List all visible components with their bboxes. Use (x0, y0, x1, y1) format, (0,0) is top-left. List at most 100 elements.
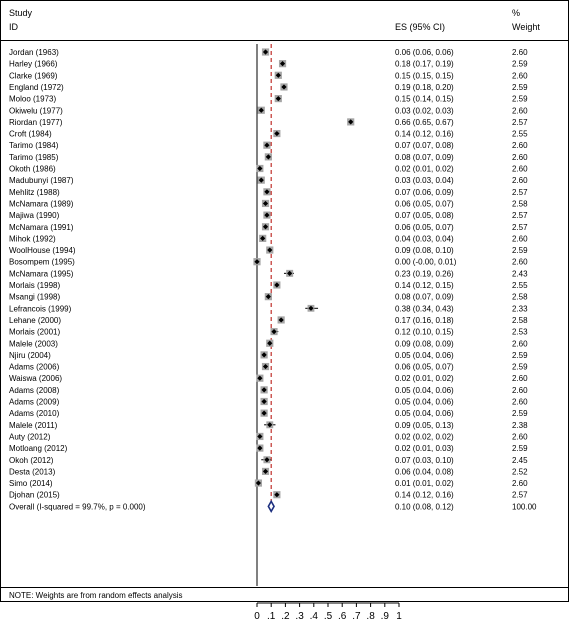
overall-label: Overall (I-squared = 99.7%, p = 0.000) (9, 502, 146, 511)
x-axis-tick-label: 0 (254, 611, 260, 622)
study-point-estimate (267, 340, 273, 346)
study-es-label: 0.14 (0.12, 0.15) (395, 281, 454, 290)
study-id-label: Adams (2008) (9, 386, 60, 395)
study-weight-label: 2.58 (512, 293, 528, 302)
study-id-label: Morlais (2001) (9, 328, 60, 337)
study-weight-label: 2.60 (512, 71, 528, 80)
study-point-estimate (281, 84, 287, 90)
study-weight-label: 2.45 (512, 456, 528, 465)
study-id-label: Malele (2011) (9, 421, 58, 430)
study-weight-label: 2.60 (512, 258, 528, 267)
study-weight-label: 2.55 (512, 130, 528, 139)
study-point-estimate (257, 445, 263, 451)
study-point-estimate (274, 282, 280, 288)
study-point-estimate (257, 433, 263, 440)
study-es-label: 0.05 (0.04, 0.06) (395, 351, 454, 360)
study-es-label: 0.08 (0.07, 0.09) (395, 293, 454, 302)
study-id-label: England (1972) (9, 83, 64, 92)
study-weight-label: 2.58 (512, 316, 528, 325)
study-es-label: 0.17 (0.16, 0.18) (395, 316, 454, 325)
study-point-estimate (254, 259, 260, 265)
study-weight-label: 2.60 (512, 165, 528, 174)
study-weight-label: 2.60 (512, 398, 528, 407)
study-weight-label: 2.59 (512, 246, 528, 255)
x-axis-tick-label: .1 (267, 611, 276, 622)
study-weight-label: 2.60 (512, 141, 528, 150)
study-es-label: 0.09 (0.05, 0.13) (395, 421, 454, 430)
study-id-label: Motloang (2012) (9, 444, 68, 453)
study-weight-label: 2.60 (512, 176, 528, 185)
study-point-estimate (274, 130, 280, 137)
study-es-label: 0.23 (0.19, 0.26) (395, 269, 454, 278)
study-es-label: 0.15 (0.14, 0.15) (395, 95, 454, 104)
study-id-label: McNamara (1989) (9, 199, 74, 208)
study-id-label: Lefrancois (1999) (9, 304, 72, 313)
study-id-label: Mehlitz (1988) (9, 188, 60, 197)
study-es-label: 0.06 (0.04, 0.08) (395, 467, 454, 476)
study-weight-label: 2.60 (512, 153, 528, 162)
study-point-estimate (265, 154, 271, 160)
study-weight-label: 2.59 (512, 351, 528, 360)
chart-marks (253, 44, 355, 586)
study-point-estimate (267, 422, 273, 428)
study-id-label: Majiwa (1990) (9, 211, 60, 220)
study-es-label: 0.03 (0.02, 0.03) (395, 106, 454, 115)
x-axis-tick-label: .6 (338, 611, 347, 622)
study-weight-label: 2.60 (512, 106, 528, 115)
x-axis-tick-label: .2 (281, 611, 290, 622)
study-id-label: McNamara (1995) (9, 269, 74, 278)
study-weight-label: 2.60 (512, 432, 528, 441)
study-id-label: Desta (2013) (9, 467, 56, 476)
study-point-estimate (262, 224, 269, 230)
study-point-estimate (308, 305, 314, 311)
study-point-estimate (261, 398, 267, 405)
study-weight-label: 2.59 (512, 444, 528, 453)
study-es-label: 0.06 (0.05, 0.07) (395, 223, 454, 232)
study-weight-label: 2.59 (512, 83, 528, 92)
study-es-label: 0.07 (0.07, 0.08) (395, 141, 454, 150)
study-es-label: 0.00 (-0.00, 0.01) (395, 258, 457, 267)
study-id-label: McNamara (1991) (9, 223, 74, 232)
study-es-label: 0.09 (0.08, 0.09) (395, 339, 454, 348)
study-es-label: 0.07 (0.03, 0.10) (395, 456, 454, 465)
study-es-label: 0.19 (0.18, 0.20) (395, 83, 454, 92)
study-point-estimate (261, 387, 267, 393)
study-weight-label: 2.57 (512, 211, 528, 220)
study-id-label: Okiwelu (1977) (9, 106, 63, 115)
x-axis-tick-label: .4 (310, 611, 319, 622)
study-es-label: 0.07 (0.06, 0.09) (395, 188, 454, 197)
study-id-label: Malele (2003) (9, 339, 58, 348)
study-weight-label: 2.60 (512, 48, 528, 57)
study-weight-label: 2.59 (512, 95, 528, 104)
study-es-label: 0.08 (0.07, 0.09) (395, 153, 454, 162)
study-point-estimate (258, 177, 264, 183)
study-weight-label: 2.57 (512, 118, 528, 127)
study-es-label: 0.18 (0.17, 0.19) (395, 60, 454, 69)
study-weight-label: 2.55 (512, 281, 528, 290)
plot-frame (0, 0, 569, 602)
study-es-label: 0.12 (0.10, 0.15) (395, 328, 454, 337)
study-id-label: Adams (2006) (9, 363, 60, 372)
study-point-estimate (279, 61, 286, 67)
study-point-estimate (258, 107, 264, 113)
study-weight-label: 2.60 (512, 234, 528, 243)
study-es-label: 0.14 (0.12, 0.16) (395, 130, 454, 139)
study-id-label: Simo (2014) (9, 479, 53, 488)
study-id-label: Tarimo (1985) (9, 153, 59, 162)
study-id-label: Adams (2009) (9, 398, 60, 407)
study-id-label: Jordan (1963) (9, 48, 59, 57)
study-point-estimate (262, 468, 269, 474)
study-es-label: 0.02 (0.01, 0.02) (395, 165, 454, 174)
study-point-estimate (264, 142, 270, 148)
overall-diamond (267, 499, 275, 513)
study-point-estimate (264, 457, 270, 463)
study-id-label: Mihok (1992) (9, 234, 56, 243)
study-es-label: 0.05 (0.04, 0.06) (395, 409, 454, 418)
study-es-label: 0.04 (0.03, 0.04) (395, 234, 454, 243)
study-es-label: 0.07 (0.05, 0.08) (395, 211, 454, 220)
x-axis-tick-label: .7 (352, 611, 361, 622)
study-es-label: 0.06 (0.05, 0.07) (395, 199, 454, 208)
study-point-estimate (278, 317, 284, 323)
study-point-estimate (275, 72, 281, 78)
study-point-estimate (262, 49, 269, 55)
